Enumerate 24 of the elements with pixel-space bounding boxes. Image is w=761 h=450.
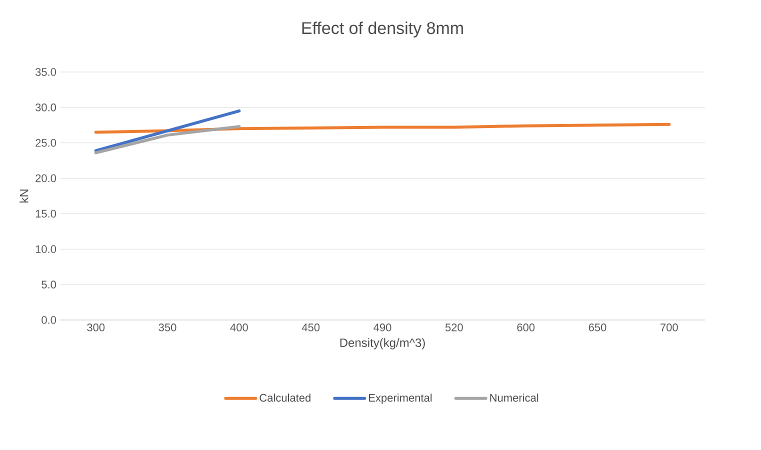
chart-title: Effect of density 8mm <box>302 22 463 38</box>
x-tick-label: 350 <box>158 324 176 332</box>
y-tick-label: 30.0 <box>35 104 56 112</box>
y-tick-label: 0.0 <box>42 316 56 324</box>
x-tick-label: 400 <box>230 324 248 332</box>
x-tick-label: 600 <box>517 324 535 332</box>
y-tick-label: 20.0 <box>36 174 56 182</box>
y-axis-title: kN <box>20 190 28 203</box>
y-tick-label: 25.0 <box>36 138 56 147</box>
y-tick-label: 10.0 <box>36 245 56 254</box>
x-axis-title: Density(kg/m^3) <box>340 338 425 350</box>
x-tick-label: 650 <box>588 324 606 332</box>
y-tick-label: 15.0 <box>36 210 56 218</box>
x-tick-label: 450 <box>302 324 320 332</box>
line-series <box>94 122 671 134</box>
x-tick-label: 490 <box>374 324 392 332</box>
legend-label: Experimental <box>369 394 432 404</box>
y-tick-label: 35.0 <box>35 68 56 76</box>
x-tick-label: 300 <box>87 324 105 332</box>
x-tick-label: 520 <box>445 324 463 332</box>
legend-label: Calculated <box>260 394 310 402</box>
x-tick-label: 700 <box>660 324 678 332</box>
legend-label: Numerical <box>490 394 538 402</box>
y-tick-label: 5.0 <box>42 280 56 288</box>
